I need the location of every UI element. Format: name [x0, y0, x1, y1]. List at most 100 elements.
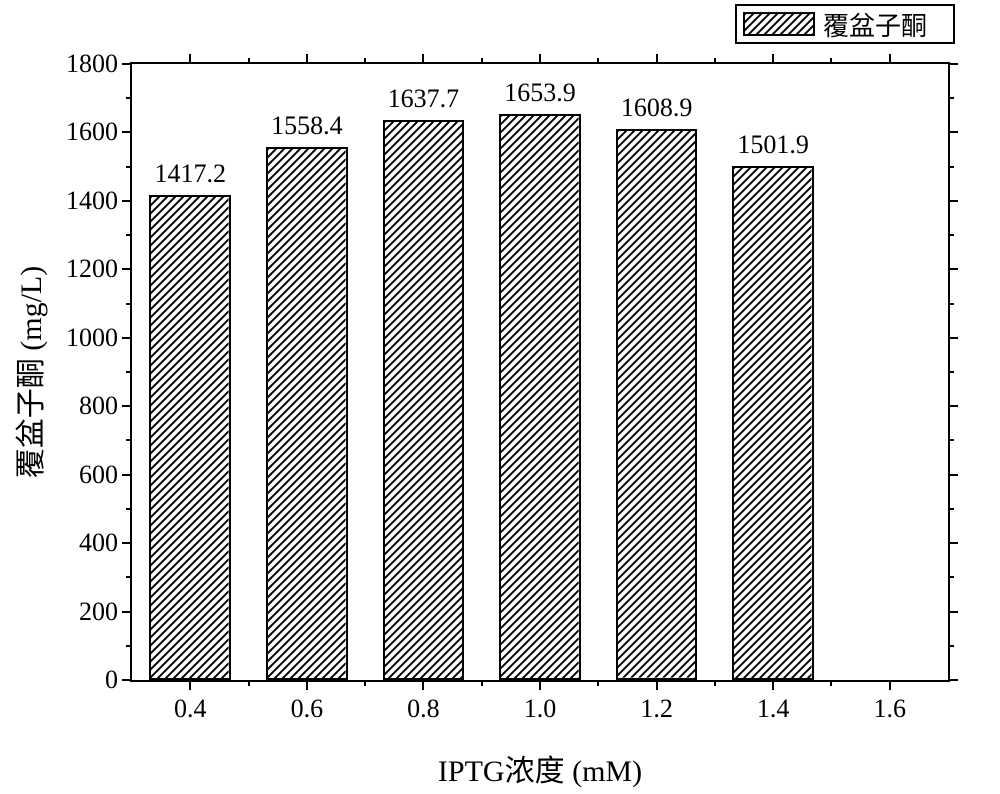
- x-tick-top-minor: [597, 58, 599, 64]
- x-tick-top-minor: [714, 58, 716, 64]
- y-tick-right-minor: [948, 508, 954, 510]
- y-tick-right-minor: [948, 303, 954, 305]
- x-tick-label: 0.6: [291, 694, 324, 724]
- x-tick: [306, 680, 308, 690]
- bar: [383, 120, 465, 680]
- y-tick-right-minor: [948, 576, 954, 578]
- x-tick-top: [422, 54, 424, 64]
- y-tick-right: [948, 474, 958, 476]
- x-tick-minor: [597, 680, 599, 686]
- legend: 覆盆子酮: [735, 4, 955, 44]
- bar: [266, 147, 348, 680]
- y-tick-right-minor: [948, 371, 954, 373]
- x-tick: [772, 680, 774, 690]
- y-tick-minor: [126, 439, 132, 441]
- x-tick-top: [656, 54, 658, 64]
- y-tick-minor: [126, 371, 132, 373]
- x-tick-top-minor: [481, 58, 483, 64]
- x-tick-minor: [481, 680, 483, 686]
- y-tick-label: 1000: [66, 323, 118, 353]
- bar: [499, 114, 581, 680]
- bar: [149, 195, 231, 680]
- y-tick-right: [948, 611, 958, 613]
- y-tick-label: 1600: [66, 117, 118, 147]
- x-tick: [889, 680, 891, 690]
- plot-area: 0200400600800100012001400160018000.40.60…: [130, 62, 950, 682]
- y-tick-right-minor: [948, 439, 954, 441]
- bar-value-label: 1653.9: [504, 78, 576, 108]
- y-tick: [122, 63, 132, 65]
- x-tick-label: 1.2: [640, 694, 673, 724]
- x-tick-top-minor: [248, 58, 250, 64]
- y-tick-label: 1800: [66, 49, 118, 79]
- y-tick-right: [948, 131, 958, 133]
- y-tick: [122, 611, 132, 613]
- bar-value-label: 1417.2: [155, 159, 227, 189]
- y-tick-minor: [126, 97, 132, 99]
- y-tick-right: [948, 405, 958, 407]
- x-tick-top-minor: [830, 58, 832, 64]
- x-tick-label: 0.8: [407, 694, 440, 724]
- y-axis-title: 覆盆子酮 (mg/L): [6, 266, 50, 478]
- x-tick-top: [772, 54, 774, 64]
- y-tick-right: [948, 337, 958, 339]
- x-tick: [422, 680, 424, 690]
- y-tick: [122, 337, 132, 339]
- x-tick-label: 1.0: [524, 694, 557, 724]
- x-tick-top: [539, 54, 541, 64]
- y-tick-label: 1200: [66, 254, 118, 284]
- legend-swatch: [743, 12, 815, 36]
- x-tick-minor: [248, 680, 250, 686]
- y-tick-label: 0: [105, 665, 118, 695]
- y-tick: [122, 131, 132, 133]
- x-tick-top: [306, 54, 308, 64]
- y-tick-label: 1400: [66, 186, 118, 216]
- y-tick-label: 400: [79, 528, 118, 558]
- x-tick: [189, 680, 191, 690]
- x-tick-minor: [714, 680, 716, 686]
- y-tick-minor: [126, 166, 132, 168]
- y-tick-right: [948, 200, 958, 202]
- y-tick-right: [948, 63, 958, 65]
- chart-root: 覆盆子酮 0200400600800100012001400160018000.…: [0, 0, 1000, 794]
- x-tick-label: 0.4: [174, 694, 207, 724]
- y-tick: [122, 542, 132, 544]
- y-tick-minor: [126, 508, 132, 510]
- x-tick-minor: [364, 680, 366, 686]
- x-tick-minor: [830, 680, 832, 686]
- y-tick-minor: [126, 576, 132, 578]
- y-tick-label: 600: [79, 460, 118, 490]
- y-tick-minor: [126, 645, 132, 647]
- bar-value-label: 1501.9: [737, 130, 809, 160]
- x-tick-label: 1.4: [757, 694, 790, 724]
- y-tick-label: 200: [79, 597, 118, 627]
- bar-value-label: 1637.7: [388, 84, 460, 114]
- y-tick-right: [948, 268, 958, 270]
- bar-value-label: 1558.4: [271, 111, 343, 141]
- x-tick: [539, 680, 541, 690]
- y-tick-right-minor: [948, 234, 954, 236]
- y-tick: [122, 679, 132, 681]
- y-tick-right: [948, 679, 958, 681]
- x-tick-top: [889, 54, 891, 64]
- legend-label: 覆盆子酮: [823, 6, 927, 43]
- y-tick-minor: [126, 303, 132, 305]
- y-tick-minor: [126, 234, 132, 236]
- y-tick-right-minor: [948, 645, 954, 647]
- x-tick: [656, 680, 658, 690]
- bar-value-label: 1608.9: [621, 93, 693, 123]
- y-tick: [122, 268, 132, 270]
- y-tick-right: [948, 542, 958, 544]
- y-tick-right-minor: [948, 97, 954, 99]
- bar: [732, 166, 814, 680]
- x-tick-top-minor: [364, 58, 366, 64]
- y-tick: [122, 474, 132, 476]
- x-tick-label: 1.6: [873, 694, 906, 724]
- x-axis-title: IPTG浓度 (mM): [438, 746, 642, 790]
- y-tick: [122, 200, 132, 202]
- y-tick-label: 800: [79, 391, 118, 421]
- y-tick-right-minor: [948, 166, 954, 168]
- bar: [616, 129, 698, 680]
- x-tick-top: [189, 54, 191, 64]
- y-tick: [122, 405, 132, 407]
